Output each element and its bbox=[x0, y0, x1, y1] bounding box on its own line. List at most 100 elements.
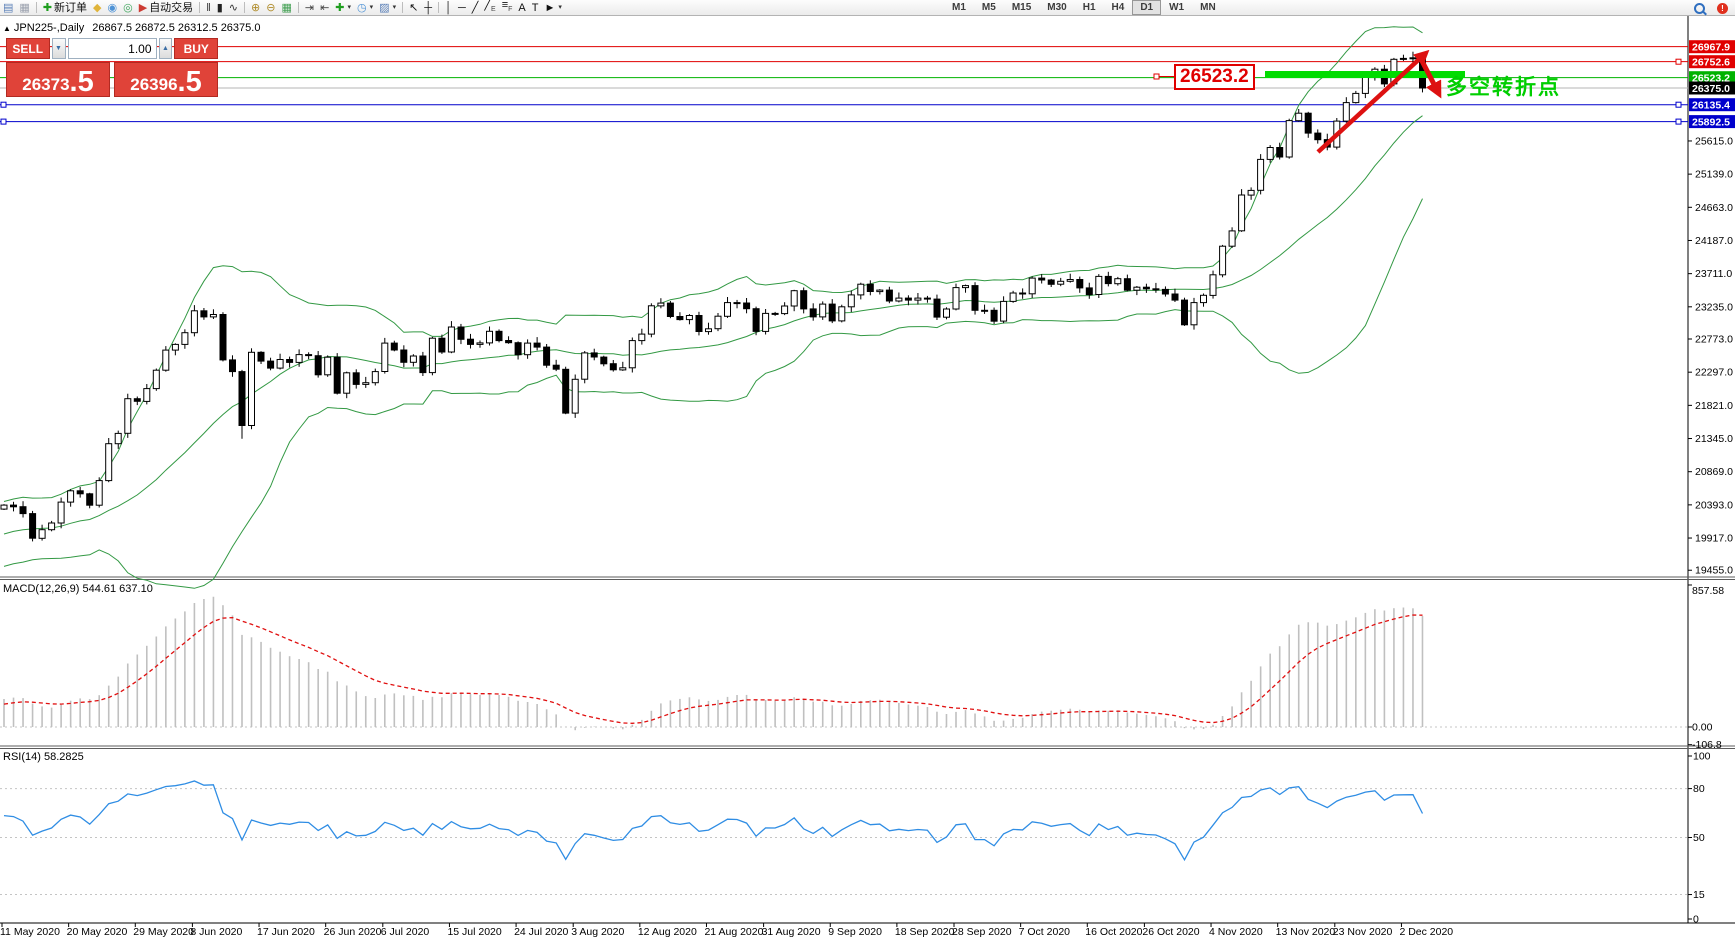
support-highlight-bar[interactable] bbox=[1265, 71, 1465, 78]
volume-input[interactable] bbox=[67, 38, 157, 59]
candle bbox=[619, 367, 627, 371]
templates-button[interactable]: ▨ ▾ bbox=[376, 1, 399, 15]
timeframe-MN[interactable]: MN bbox=[1200, 2, 1216, 13]
chart-shift-button[interactable]: ⇤ bbox=[317, 1, 332, 15]
candle bbox=[257, 351, 265, 362]
text-icon: A bbox=[518, 1, 526, 14]
candle bbox=[1038, 277, 1046, 281]
bar-chart-button[interactable]: ‖ bbox=[203, 1, 214, 15]
candle bbox=[676, 316, 684, 321]
candle bbox=[190, 310, 198, 334]
notification-icon: ! bbox=[1717, 2, 1728, 14]
candle bbox=[1228, 230, 1236, 247]
candle bbox=[657, 302, 665, 307]
volume-decrease-button[interactable]: ▼ bbox=[51, 38, 66, 59]
fibonacci-button[interactable]: ≡F bbox=[499, 0, 516, 15]
candle bbox=[1171, 293, 1179, 301]
indicators-button[interactable]: ✚ ▾ bbox=[332, 1, 354, 15]
notifications-button[interactable]: ! bbox=[1714, 1, 1731, 15]
candle bbox=[343, 372, 351, 394]
autotrading-button[interactable]: ▶ 自动交易 bbox=[136, 1, 196, 15]
trend-arrow-down[interactable] bbox=[1418, 57, 1442, 99]
equidistant-channel-button[interactable]: ╱E bbox=[481, 0, 498, 15]
zoom-in-button[interactable]: ⊕ bbox=[248, 1, 263, 15]
crosshair-button[interactable]: ┼ bbox=[421, 1, 435, 15]
time-axis-label: 17 Jun 2020 bbox=[257, 926, 315, 938]
candle bbox=[914, 297, 922, 301]
ask-price-box[interactable]: 26396.5 bbox=[114, 62, 218, 97]
bid-price-box[interactable]: 26373.5 bbox=[6, 62, 110, 97]
cursor-button[interactable]: ↖ bbox=[406, 1, 421, 15]
candle bbox=[600, 356, 608, 365]
candle bbox=[990, 309, 998, 322]
new-order-button[interactable]: ✚ 新订单 bbox=[40, 1, 90, 15]
candle bbox=[962, 285, 969, 289]
rsi-panel: 100 80 50 15 0 bbox=[0, 751, 1711, 926]
timeframe-M15[interactable]: M15 bbox=[1011, 2, 1032, 13]
profiles-button[interactable]: ▦ bbox=[16, 1, 32, 15]
price-callout-label[interactable]: 26523.2 bbox=[1174, 64, 1255, 90]
ask-price-frac: .5 bbox=[177, 66, 202, 98]
periods-button[interactable]: ◷ ▾ bbox=[354, 1, 376, 15]
candle bbox=[790, 290, 798, 307]
level-price-label: 26967.9 bbox=[1692, 42, 1730, 54]
vertical-line-button[interactable]: │ bbox=[442, 1, 455, 15]
candle bbox=[885, 289, 893, 302]
candle bbox=[467, 338, 474, 345]
zoom-out-icon: ⊖ bbox=[266, 1, 276, 14]
terminal-button[interactable]: ◉ bbox=[105, 1, 121, 15]
text-label-button[interactable]: T bbox=[529, 1, 542, 15]
candle bbox=[971, 285, 979, 311]
rsi-tick-label: 80 bbox=[1693, 783, 1705, 795]
trendline-button[interactable]: ╱ bbox=[469, 1, 482, 15]
time-axis-label: 12 Aug 2020 bbox=[637, 926, 697, 938]
candle bbox=[923, 297, 931, 300]
chart-annotations[interactable] bbox=[1153, 49, 1465, 154]
signals-button[interactable]: ◎ bbox=[120, 1, 136, 15]
periods-icon: ◷ bbox=[357, 1, 367, 14]
sell-button[interactable]: SELL bbox=[6, 38, 50, 59]
timeframe-M1[interactable]: M1 bbox=[952, 2, 966, 13]
candle bbox=[1257, 158, 1265, 191]
timeframe-M30[interactable]: M30 bbox=[1047, 2, 1067, 13]
candle bbox=[1152, 288, 1160, 291]
zoom-out-button[interactable]: ⊖ bbox=[263, 1, 278, 15]
candle bbox=[562, 368, 570, 414]
candle bbox=[1057, 280, 1065, 285]
new-chart-button[interactable]: ▤ bbox=[0, 1, 16, 15]
candlestick-series bbox=[0, 51, 1426, 542]
chart-autoscroll-button[interactable]: ⇥ bbox=[302, 1, 317, 15]
timeframe-H4[interactable]: H4 bbox=[1111, 2, 1125, 13]
volume-increase-button[interactable]: ▲ bbox=[158, 38, 173, 59]
candle bbox=[666, 302, 674, 318]
horizontal-line-button[interactable]: ─ bbox=[455, 1, 469, 15]
timeframe-D1[interactable]: D1 bbox=[1132, 0, 1162, 15]
price-tick-label: 22773.0 bbox=[1695, 334, 1733, 346]
text-button[interactable]: A bbox=[515, 1, 528, 15]
candle bbox=[124, 398, 132, 434]
candle bbox=[428, 337, 436, 374]
trend-arrow-up[interactable] bbox=[1316, 49, 1430, 154]
timeframe-W1[interactable]: W1 bbox=[1169, 2, 1185, 13]
metaeditor-button[interactable]: ◆ bbox=[90, 1, 104, 15]
price-tick-label: 21345.0 bbox=[1695, 433, 1733, 445]
candle bbox=[171, 343, 179, 351]
search-button[interactable] bbox=[1691, 1, 1708, 15]
candle bbox=[524, 342, 532, 356]
collapse-panel-icon[interactable]: ▲ bbox=[3, 24, 11, 33]
line-chart-button[interactable]: ∿ bbox=[226, 1, 241, 15]
timeframe-H1[interactable]: H1 bbox=[1082, 2, 1096, 13]
chart-header: ▲ JPN225-,Daily 26867.5 26872.5 26312.5 26… bbox=[3, 22, 260, 34]
arrows-button[interactable]: ► ▾ bbox=[541, 1, 564, 15]
turning-point-annotation[interactable]: 多空转折点 bbox=[1446, 76, 1561, 99]
candlestick-chart-button[interactable]: ▮ bbox=[214, 1, 226, 15]
timeframe-M5[interactable]: M5 bbox=[981, 2, 996, 13]
buy-button[interactable]: BUY bbox=[174, 38, 218, 59]
trendline-icon: ╱ bbox=[471, 1, 479, 14]
level-price-label: 26752.6 bbox=[1692, 57, 1730, 69]
candle bbox=[1009, 292, 1017, 302]
tile-windows-button[interactable]: ▦ bbox=[278, 1, 294, 15]
candle bbox=[857, 283, 865, 296]
time-axis[interactable]: 11 May 2020 20 May 2020 29 May 2020 8 Jun 2… bbox=[0, 926, 1735, 941]
